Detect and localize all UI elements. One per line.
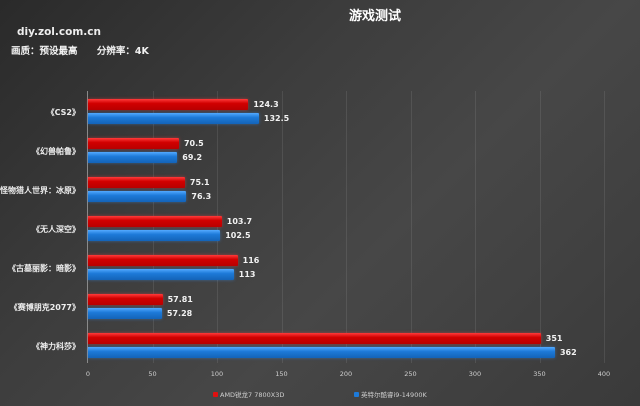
gridline xyxy=(281,91,283,363)
x-tick-label: 250 xyxy=(404,370,417,378)
category-label: 《怪物猎人世界：冰原》 xyxy=(0,186,80,195)
gridline xyxy=(346,91,347,363)
x-tick-label: 100 xyxy=(210,370,224,378)
x-tick-label: 50 xyxy=(148,370,157,378)
bar-intel xyxy=(88,152,178,163)
x-tick-label: 300 xyxy=(468,370,482,378)
x-tick-label: 150 xyxy=(275,370,288,378)
gridline xyxy=(410,91,412,363)
category-label: 《幻兽帕鲁》 xyxy=(32,147,80,156)
legend-intel: 英特尔酷睿i9-14900K xyxy=(354,389,427,399)
value-label-amd: 351 xyxy=(545,334,563,343)
value-label-amd: 124.3 xyxy=(253,100,279,109)
bar-group: 70.5 69.2 xyxy=(88,138,604,166)
x-tick-label: 200 xyxy=(339,370,353,378)
bar-amd xyxy=(88,216,222,227)
value-label-intel: 132.5 xyxy=(263,114,290,123)
site-watermark: diy.zol.com.cn xyxy=(17,26,101,38)
test-settings: 画质：预设最高 分辨率：4K xyxy=(11,43,165,57)
legend-swatch-red xyxy=(213,391,218,397)
value-label-intel: 362 xyxy=(559,348,577,357)
legend-label-amd: AMD锐龙7 7800X3D xyxy=(220,391,285,399)
value-label-amd: 75.1 xyxy=(189,178,210,187)
bar-intel xyxy=(88,347,555,358)
plot-area: 124.3 132.5 70.5 69.2 75.1 76.3 103.7 102.5 116 1… xyxy=(87,91,605,363)
legend-amd: AMD锐龙7 7800X3D xyxy=(213,389,284,399)
bar-amd xyxy=(88,255,238,266)
bar-group: 103.7 102.5 xyxy=(88,216,604,244)
bar-group: 57.81 57.28 xyxy=(88,294,604,322)
bar-group: 116 113 xyxy=(88,255,604,283)
legend-label-intel: 英特尔酷睿i9-14900K xyxy=(361,391,427,399)
gridline xyxy=(152,91,154,363)
x-tick-label: 350 xyxy=(533,370,546,378)
category-label: 《赛博朋克2077》 xyxy=(9,303,80,312)
gridline xyxy=(475,91,476,363)
bar-amd xyxy=(88,177,185,188)
gridline xyxy=(604,91,605,363)
bar-group: 75.1 76.3 xyxy=(88,177,604,205)
category-label: 《古墓丽影：暗影》 xyxy=(8,264,80,273)
bar-intel xyxy=(88,308,162,319)
resolution-setting: 分辨率：4K xyxy=(96,46,149,57)
value-label-intel: 57.28 xyxy=(166,309,193,318)
category-label: 《无人深空》 xyxy=(32,225,80,234)
value-label-intel: 102.5 xyxy=(225,231,251,240)
x-tick-label: 400 xyxy=(597,370,611,378)
value-label-intel: 113 xyxy=(238,270,256,279)
gridline xyxy=(539,91,541,363)
value-label-intel: 69.2 xyxy=(182,153,203,162)
bar-intel xyxy=(88,230,221,241)
value-label-amd: 116 xyxy=(242,256,260,265)
value-label-amd: 70.5 xyxy=(183,139,204,148)
chart-title: 游戏测试 xyxy=(348,9,401,24)
value-label-amd: 57.81 xyxy=(167,295,193,304)
bar-group: 351 362 xyxy=(88,333,604,361)
category-label: 《CS2》 xyxy=(46,108,80,117)
x-tick-label: 0 xyxy=(85,370,91,378)
category-label: 《神力科莎》 xyxy=(32,342,80,351)
value-label-intel: 76.3 xyxy=(191,192,212,201)
bar-intel xyxy=(88,269,234,280)
y-axis-line xyxy=(87,91,88,363)
bar-amd xyxy=(88,99,249,110)
bar-amd xyxy=(88,294,163,305)
bar-group: 124.3 132.5 xyxy=(88,99,604,127)
legend-swatch-blue xyxy=(354,391,359,397)
bar-intel xyxy=(88,191,187,202)
bar-intel xyxy=(88,113,259,124)
gridline xyxy=(217,91,218,363)
bar-amd xyxy=(88,138,179,149)
bar-amd xyxy=(88,333,541,344)
quality-setting: 画质：预设最高 xyxy=(11,46,78,57)
value-label-amd: 103.7 xyxy=(226,217,253,226)
